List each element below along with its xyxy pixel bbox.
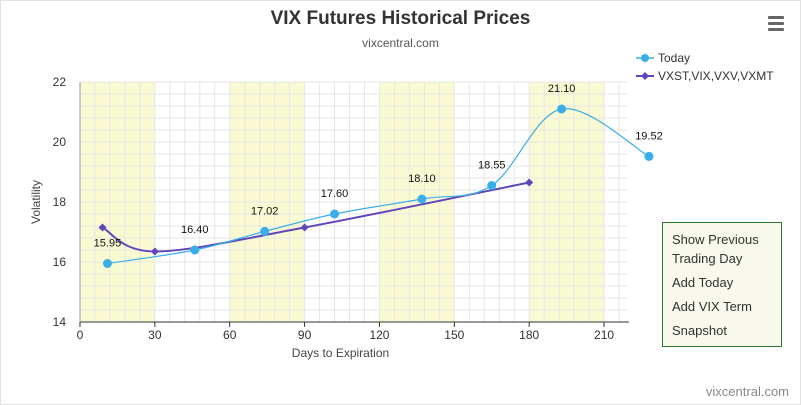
term-structure-point bbox=[150, 247, 159, 256]
term-structure-point bbox=[525, 178, 534, 187]
data-label: 15.95 bbox=[94, 238, 122, 250]
data-label: 18.55 bbox=[478, 160, 506, 172]
x-tick-label: 150 bbox=[444, 328, 464, 342]
y-tick-label: 20 bbox=[53, 135, 67, 149]
x-tick-label: 210 bbox=[594, 328, 614, 342]
menu-bar bbox=[768, 22, 784, 25]
x-tick-label: 0 bbox=[77, 328, 84, 342]
y-tick-label: 22 bbox=[53, 75, 67, 89]
data-label: 18.10 bbox=[408, 173, 436, 185]
add-today-button[interactable]: Add Today bbox=[672, 275, 734, 290]
legend-item-term-structure[interactable]: VXST,VIX,VXV,VXMT bbox=[636, 67, 774, 85]
x-tick-label: 90 bbox=[298, 328, 312, 342]
legend: Today VXST,VIX,VXV,VXMT bbox=[636, 49, 774, 85]
chart-subtitle: vixcentral.com bbox=[362, 36, 439, 50]
today-data-point bbox=[260, 226, 270, 236]
term-structure-point bbox=[300, 223, 309, 232]
add-vix-term-button[interactable]: Add VIX Term bbox=[672, 299, 752, 314]
today-data-point bbox=[557, 104, 567, 114]
today-data-point bbox=[330, 209, 340, 219]
legend-label: VXST,VIX,VXV,VXMT bbox=[658, 69, 774, 83]
y-tick-label: 16 bbox=[53, 255, 67, 269]
hamburger-menu-icon[interactable] bbox=[764, 16, 788, 36]
chart-title: VIX Futures Historical Prices bbox=[270, 8, 531, 29]
term-structure-point bbox=[98, 223, 107, 232]
data-label: 21.10 bbox=[548, 83, 576, 95]
diamond-marker-icon bbox=[636, 72, 654, 80]
today-data-point bbox=[644, 151, 654, 161]
circle-marker-icon bbox=[636, 54, 654, 62]
data-label: 16.40 bbox=[181, 224, 209, 236]
data-label: 19.52 bbox=[635, 130, 663, 142]
today-data-point bbox=[102, 259, 112, 268]
y-tick-label: 14 bbox=[53, 315, 67, 329]
x-tick-label: 120 bbox=[369, 328, 389, 342]
today-data-point bbox=[190, 245, 200, 255]
today-data-point bbox=[487, 181, 497, 190]
side-menu: Show Previous Trading Day Add Today Add … bbox=[662, 222, 782, 347]
today-data-point bbox=[417, 194, 427, 204]
series-line-term-structure bbox=[101, 181, 530, 253]
y-tick-label: 18 bbox=[53, 195, 67, 209]
snapshot-button[interactable]: Snapshot bbox=[672, 323, 727, 338]
x-axis-title: Days to Expiration bbox=[292, 346, 389, 360]
x-tick-label: 180 bbox=[519, 328, 539, 342]
menu-bar bbox=[768, 16, 784, 19]
show-previous-trading-day-button[interactable]: Show Previous Trading Day bbox=[672, 232, 759, 266]
legend-item-today[interactable]: Today bbox=[636, 49, 774, 67]
x-tick-label: 30 bbox=[148, 328, 162, 342]
data-label: 17.02 bbox=[251, 205, 279, 217]
credit-link[interactable]: vixcentral.com bbox=[705, 384, 789, 399]
y-axis-title: Volatility bbox=[29, 180, 43, 224]
legend-label: Today bbox=[658, 51, 691, 65]
x-tick-label: 60 bbox=[223, 328, 237, 342]
menu-bar bbox=[768, 28, 784, 31]
data-label: 17.60 bbox=[321, 188, 349, 200]
